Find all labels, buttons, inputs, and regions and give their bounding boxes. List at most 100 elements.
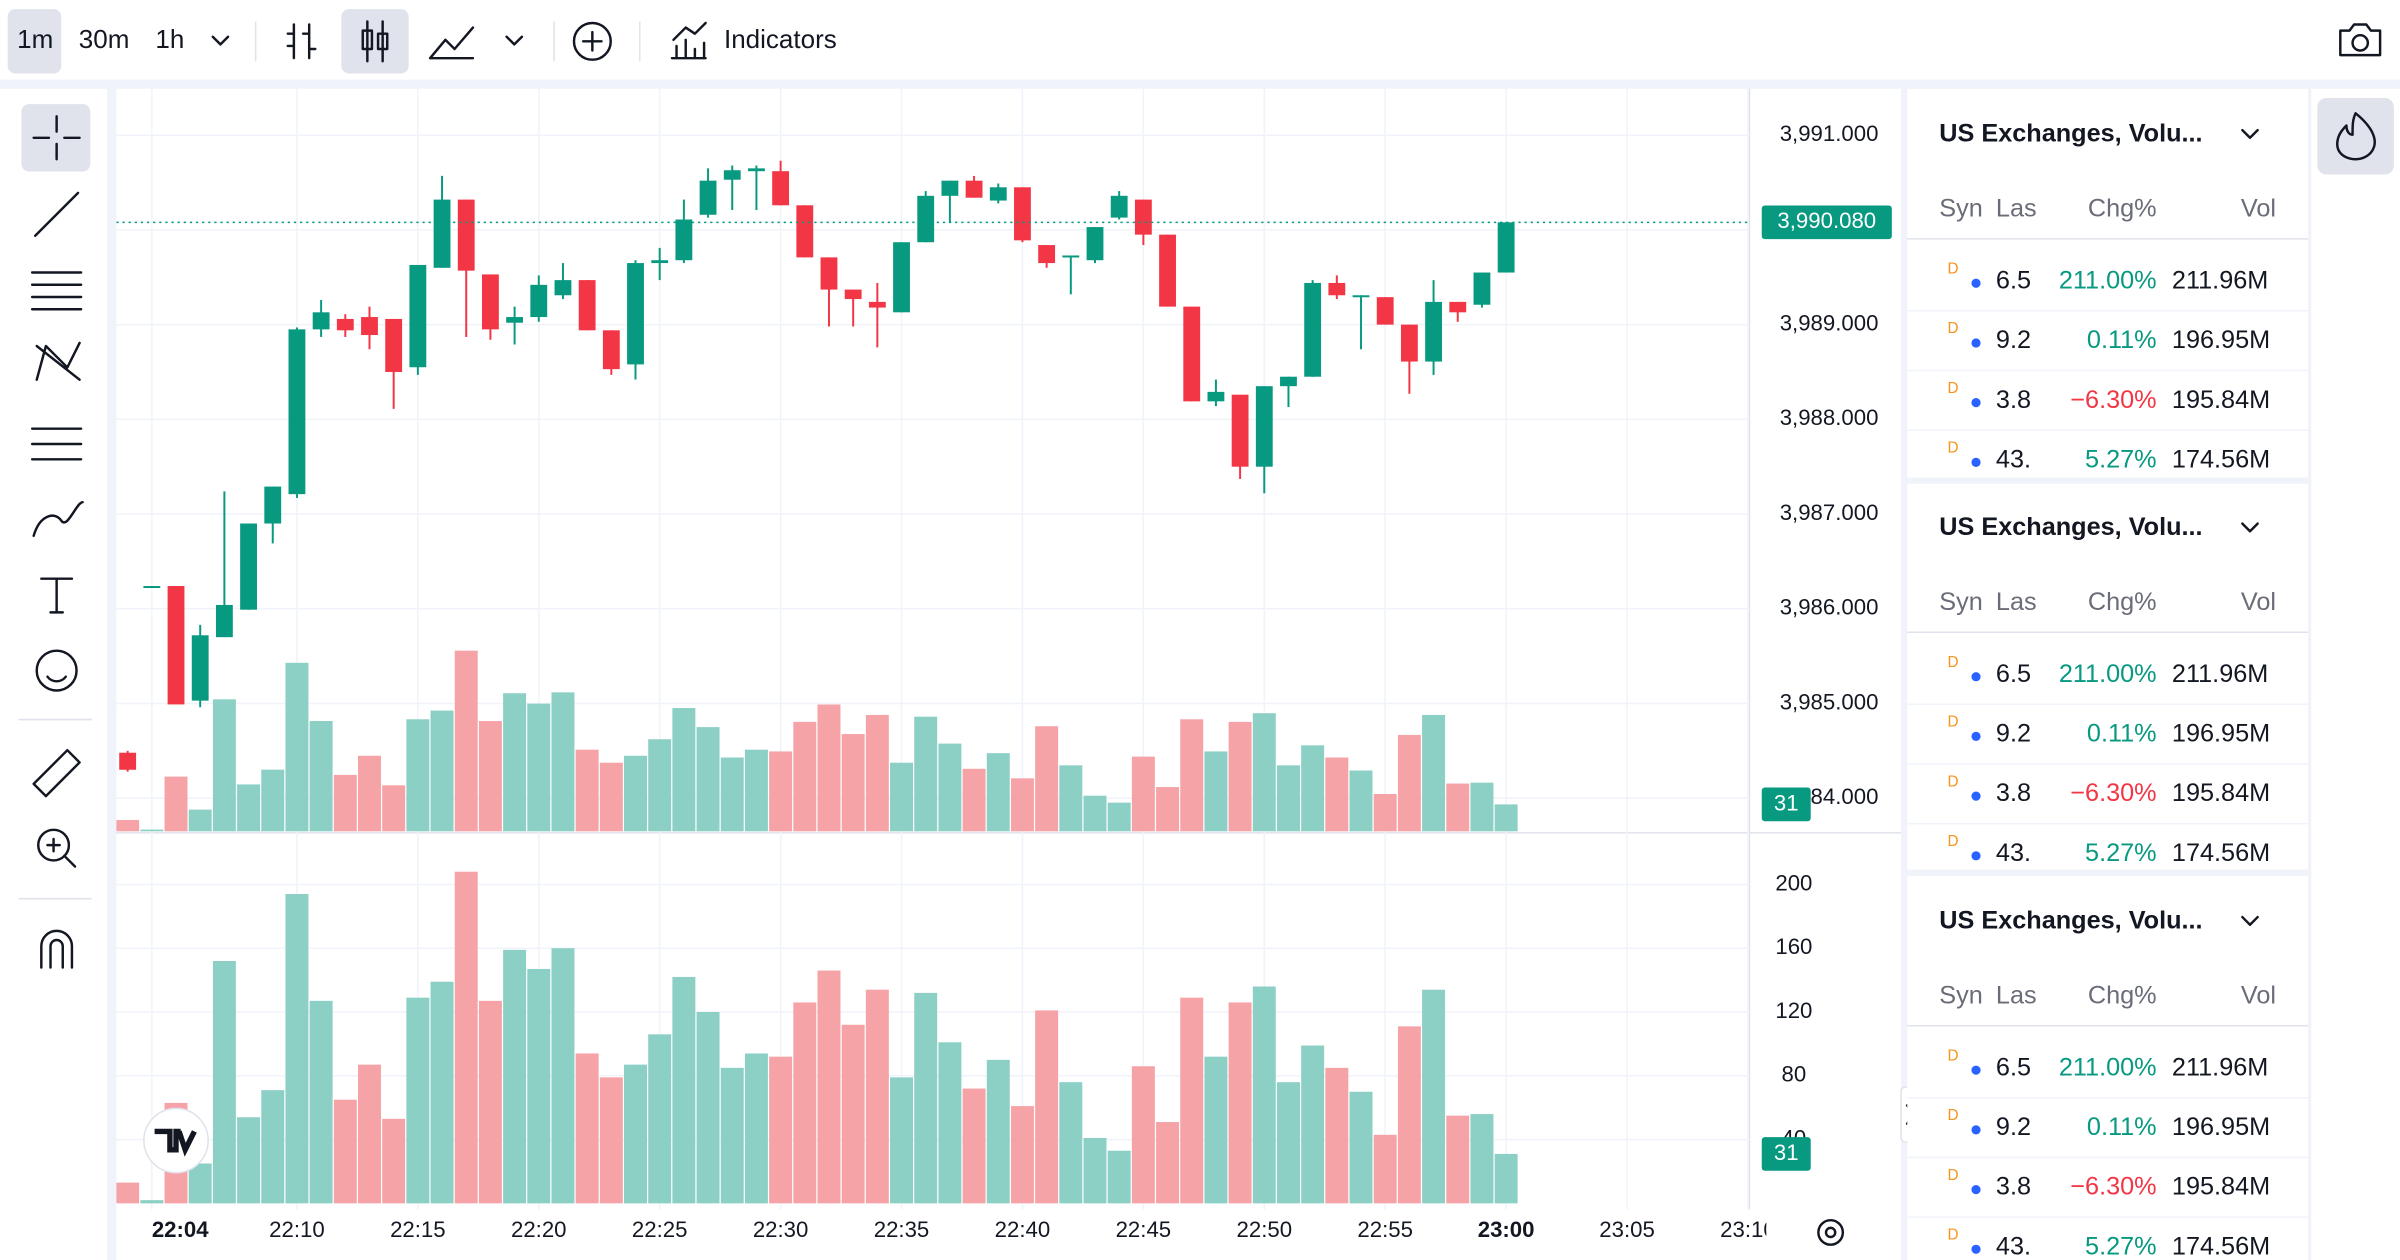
volume-overlay-bar — [454, 650, 478, 832]
style-dropdown[interactable] — [505, 35, 524, 46]
candle-body — [1183, 306, 1201, 402]
indicators-icon[interactable] — [670, 21, 707, 60]
last-price: 43. — [1996, 1232, 2031, 1260]
column-header[interactable]: Vol — [2241, 981, 2276, 1009]
column-header[interactable]: Las — [1996, 588, 2037, 616]
candle-body — [602, 330, 620, 370]
volume-bar — [696, 1012, 720, 1204]
volume-tick-label: 200 — [1775, 870, 1812, 895]
watchlist-row[interactable]: D 43. 5.27% 174.56M — [1907, 429, 2309, 473]
indicators-button[interactable]: Indicators — [724, 24, 837, 54]
candle-body — [554, 280, 572, 296]
candle-body — [1038, 245, 1056, 264]
row-badge: D — [1948, 260, 1959, 277]
watchlist-title[interactable]: US Exchanges, Volu... — [1939, 119, 2202, 147]
last-price: 6.5 — [1996, 1053, 2031, 1081]
compare-icon[interactable] — [572, 21, 612, 61]
candle-body — [288, 329, 306, 495]
watchlist-row[interactable]: D 3.8 −6.30% 195.84M — [1907, 1156, 2309, 1201]
candle-body — [627, 263, 644, 365]
line-style-icon[interactable] — [428, 26, 475, 60]
volume-value: 196.95M — [2172, 1113, 2270, 1141]
column-header[interactable]: Syn — [1939, 981, 1983, 1009]
interval-button[interactable]: 1h — [155, 24, 184, 54]
status-dot — [1971, 457, 1981, 467]
hotlist-icon[interactable] — [2336, 112, 2376, 161]
watchlist-row[interactable]: D 43. 5.27% 174.56M — [1907, 822, 2309, 867]
volume-bar — [599, 1077, 623, 1204]
column-header[interactable]: Vol — [2241, 588, 2276, 616]
prediction-tool[interactable] — [30, 427, 83, 461]
volume-overlay-bar — [986, 753, 1010, 832]
snapshot-icon[interactable] — [2339, 23, 2382, 57]
row-badge: D — [1948, 1167, 1959, 1184]
active-side-bg — [2317, 97, 2394, 175]
interval-dropdown[interactable] — [211, 35, 230, 46]
column-header[interactable]: Las — [1996, 981, 2037, 1009]
volume-value: 174.56M — [2172, 1232, 2270, 1260]
volume-overlay-bar — [430, 710, 454, 832]
status-dot — [1971, 1065, 1981, 1075]
volume-bar — [1180, 997, 1204, 1204]
volume-bar — [1228, 1002, 1252, 1204]
axis-settings[interactable] — [1817, 1218, 1845, 1246]
brush-tool[interactable] — [32, 500, 84, 538]
emoji-tool[interactable] — [35, 649, 78, 692]
column-header[interactable]: Syn — [1939, 194, 1983, 222]
x-tick-label: 22:10 — [269, 1217, 325, 1242]
watchlist-row[interactable]: D 9.2 0.11% 196.95M — [1907, 310, 2309, 354]
volume-bar — [1373, 1134, 1397, 1204]
magnet-tool[interactable] — [40, 929, 74, 969]
change-percent: 211.00% — [2059, 1053, 2157, 1081]
watchlist-row[interactable]: D 9.2 0.11% 196.95M — [1907, 703, 2309, 748]
interval-button[interactable]: 30m — [79, 24, 130, 54]
y-tick-label: 3,985.000 — [1780, 689, 1879, 714]
volume-overlay-bar — [1059, 765, 1083, 832]
watchlist-row[interactable]: D 43. 5.27% 174.56M — [1907, 1216, 2309, 1260]
column-header[interactable]: Las — [1996, 194, 2037, 222]
row-badge: D — [1948, 1227, 1959, 1244]
column-header[interactable]: Vol — [2241, 194, 2276, 222]
emoji-smile — [46, 675, 68, 683]
watchlist-row[interactable]: D 6.5 211.00% 211.96M — [1948, 260, 2269, 294]
volume-overlay-bar — [1228, 721, 1252, 832]
column-header[interactable]: Chg% — [2088, 588, 2157, 616]
volume-bar — [1035, 1010, 1059, 1204]
trend-line-tool[interactable] — [33, 191, 80, 237]
zoom-tool[interactable] — [37, 828, 71, 862]
candle-body — [1425, 301, 1442, 362]
x-tick-label: 22:15 — [390, 1217, 446, 1242]
ruler-tool[interactable] — [32, 748, 81, 798]
volume-value: 174.56M — [2172, 445, 2270, 473]
column-header[interactable]: Syn — [1939, 588, 1983, 616]
time-axis: 22:04 22:10 22:15 22:20 22:25 22:30 22:35 22:40… — [152, 1217, 1766, 1242]
fib-tool[interactable] — [30, 271, 83, 311]
crosshair-tool[interactable] — [32, 115, 81, 161]
bars-icon[interactable] — [286, 23, 317, 60]
watchlist-row[interactable]: D 6.5 211.00% 211.96M — [1948, 1047, 2269, 1081]
volume-bar — [188, 1163, 212, 1204]
pattern-tool[interactable] — [35, 341, 81, 381]
candle-body — [893, 242, 910, 313]
interval-button[interactable]: 1m — [17, 24, 53, 54]
status-dot — [1971, 851, 1981, 861]
watchlist-row[interactable]: D 6.5 211.00% 211.96M — [1948, 654, 2269, 688]
title-dropdown — [2241, 522, 2259, 533]
candle-body — [1159, 234, 1176, 307]
watchlist-title[interactable]: US Exchanges, Volu... — [1939, 906, 2202, 934]
volume-bar — [1422, 989, 1446, 1204]
column-header[interactable]: Chg% — [2088, 194, 2157, 222]
volume-overlay-bar — [841, 734, 865, 832]
candle-body — [1134, 199, 1152, 235]
column-header[interactable]: Chg% — [2088, 981, 2157, 1009]
candles-icon[interactable] — [361, 20, 389, 63]
last-price: 3.8 — [1996, 386, 2031, 414]
volume-overlay-bar — [309, 721, 333, 832]
text-tool[interactable] — [40, 577, 74, 614]
watchlist-title[interactable]: US Exchanges, Volu... — [1939, 513, 2202, 541]
watchlist-row[interactable]: D 3.8 −6.30% 195.84M — [1907, 763, 2309, 807]
volume-overlay-bar — [1252, 713, 1276, 832]
x-tick-label: 22:25 — [632, 1217, 688, 1242]
watchlist-row[interactable]: D 3.8 −6.30% 195.84M — [1907, 369, 2309, 414]
watchlist-row[interactable]: D 9.2 0.11% 196.95M — [1907, 1096, 2309, 1141]
